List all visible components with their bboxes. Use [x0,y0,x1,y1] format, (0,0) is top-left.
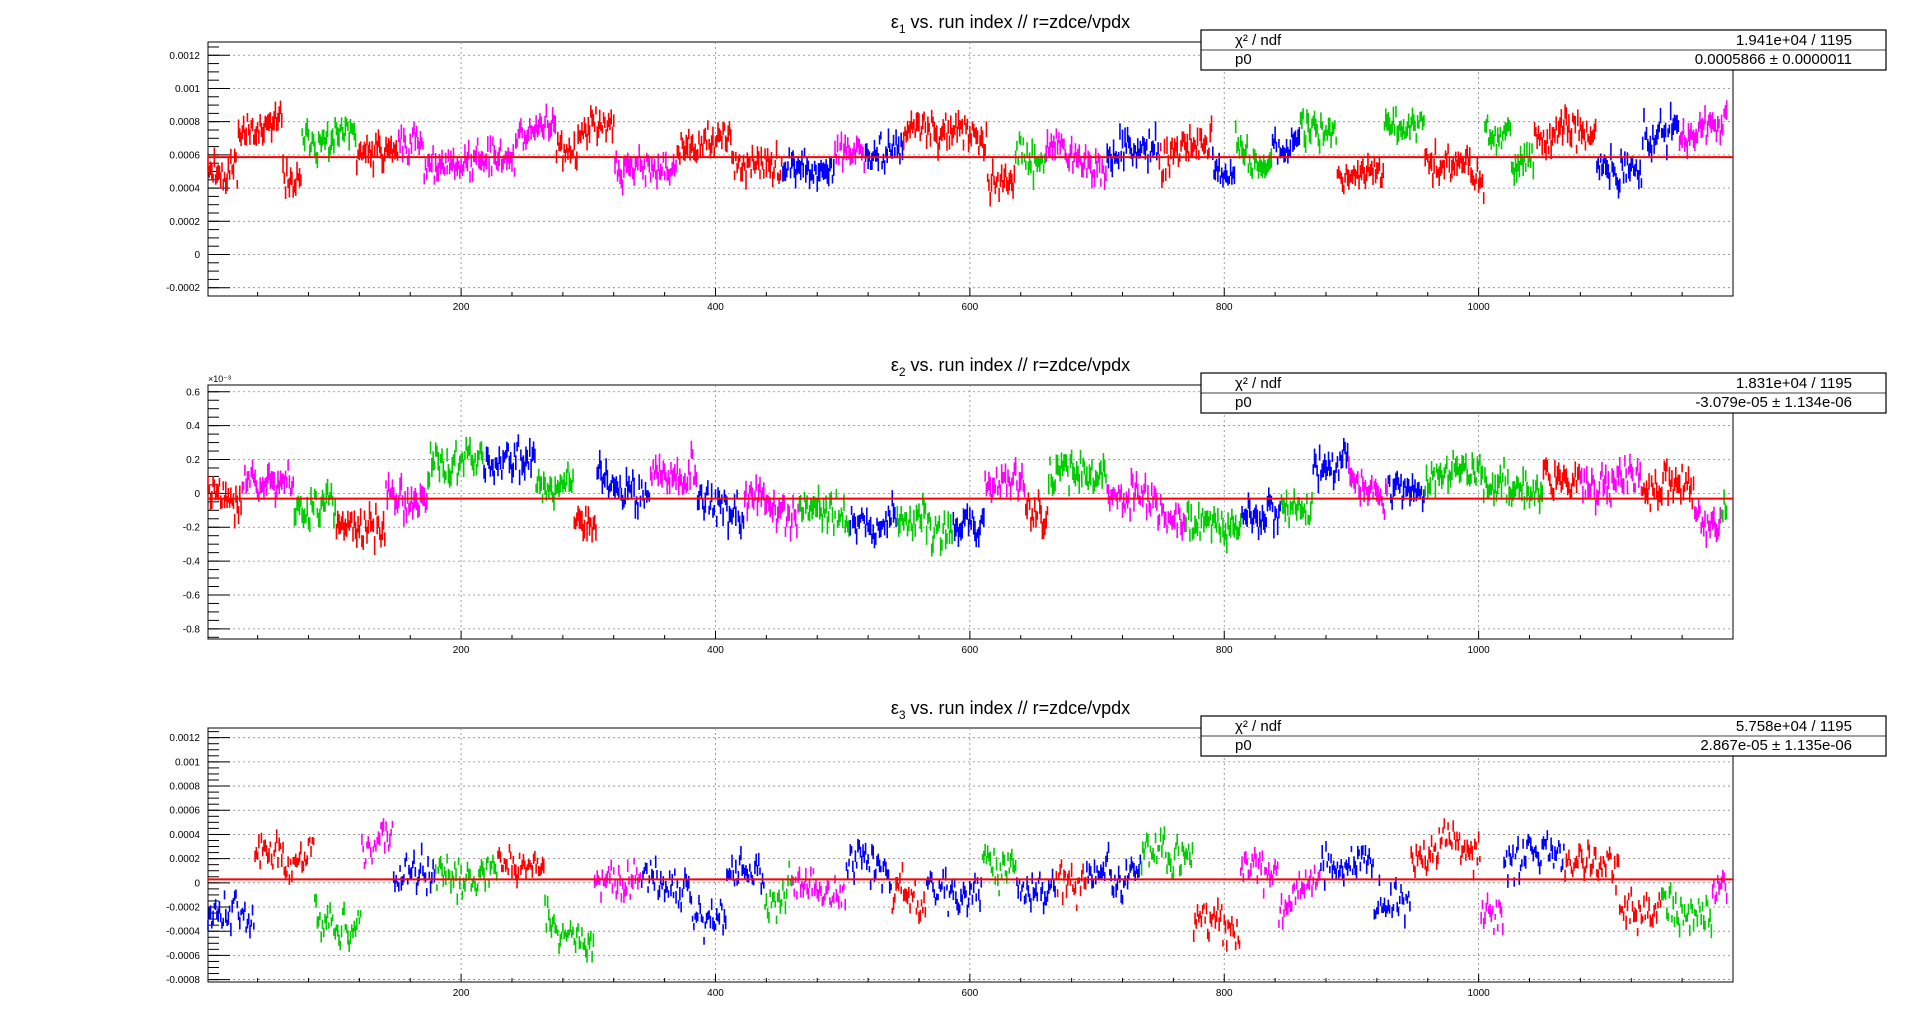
x-tick-label: 200 [453,302,470,313]
x-tick-label: 1000 [1467,302,1490,313]
x-tick-label: 600 [962,302,979,313]
data-points [207,434,1728,557]
y-tick-label: -0.0002 [166,283,200,294]
x-tick-label: 1000 [1467,988,1490,999]
y-tick-label: -0.0008 [166,975,200,986]
stats-value: 0.0005866 ± 0.0000011 [1695,51,1852,68]
y-tick-label: 0.0008 [169,117,200,128]
x-tick-label: 800 [1216,302,1233,313]
panel-title: ε3 vs. run index // r=zdce/vpdx [891,698,1130,722]
y-tick-label: -0.0006 [166,951,200,962]
y-tick-label: 0.0002 [169,217,200,228]
y-tick-label: 0.0004 [169,184,200,195]
x-tick-label: 600 [962,645,979,656]
stats-value: 1.831e+04 / 1195 [1736,375,1852,392]
stats-label: χ² / ndf [1235,32,1282,49]
y-tick-label: 0.0012 [169,733,200,744]
y-tick-label: -0.0004 [166,927,200,938]
stats-label: χ² / ndf [1235,375,1282,392]
stats-label: χ² / ndf [1235,718,1282,735]
stats-value: -3.079e-05 ± 1.134e-06 [1695,394,1852,411]
stats-label: p0 [1235,394,1252,411]
panel-2: -0.8 -0.6 -0.4 -0.2 0 0.2 0.4 0.6 ×10⁻³ 200 400 600… [183,355,1887,656]
y-tick-label: 0.0002 [169,854,200,865]
stats-label: p0 [1235,737,1252,754]
y-tick-label: 0.0008 [169,782,200,793]
y-tick-label: 0.001 [175,84,200,95]
y-tick-label: 0.0004 [169,830,200,841]
stats-value: 2.867e-05 ± 1.135e-06 [1700,737,1852,754]
y-tick-label: 0.6 [186,387,200,398]
stats-box: χ² / ndf 5.758e+04 / 1195 p0 2.867e-05 ± 1.… [1200,715,1887,757]
data-points [207,818,1728,963]
y-tick-label: 0.0006 [169,806,200,817]
stats-box: χ² / ndf 1.941e+04 / 1195 p0 0.0005866 ± 0.… [1200,29,1887,71]
y-tick-label: 0.4 [186,421,200,432]
y-tick-label: -0.8 [183,624,201,635]
y-tick-label: 0.0012 [169,51,200,62]
x-tick-label: 200 [453,645,470,656]
y-tick-label: 0.2 [186,455,200,466]
stats-label: p0 [1235,51,1252,68]
y-tick-label: -0.4 [183,557,201,568]
stats-value: 1.941e+04 / 1195 [1736,32,1852,49]
y-tick-label: -0.6 [183,590,201,601]
y-tick-label: 0 [194,489,200,500]
y-tick-label: 0 [194,878,200,889]
x-tick-label: 800 [1216,645,1233,656]
y-tick-label: -0.2 [183,523,201,534]
y-tick-label: 0.0006 [169,150,200,161]
panel-title: ε2 vs. run index // r=zdce/vpdx [891,355,1130,379]
y-tick-label: 0.001 [175,757,200,768]
x-tick-label: 800 [1216,988,1233,999]
panel-3: -0.0008 -0.0006 -0.0004 -0.0002 0 0.0002 0.000… [166,698,1887,999]
x-tick-label: 400 [707,645,724,656]
x-tick-label: 1000 [1467,645,1490,656]
panel-1: -0.0002 0 0.0002 0.0004 0.0006 0.0008 0.001 0.0… [166,12,1887,313]
panel-title: ε1 vs. run index // r=zdce/vpdx [891,12,1130,36]
x-tick-label: 400 [707,988,724,999]
stats-box: χ² / ndf 1.831e+04 / 1195 p0 -3.079e-05 ± 1… [1200,372,1887,414]
y-tick-label: 0 [194,250,200,261]
stats-value: 5.758e+04 / 1195 [1736,718,1852,735]
x-tick-label: 400 [707,302,724,313]
x-tick-label: 600 [962,988,979,999]
x-tick-label: 200 [453,988,470,999]
y-tick-label: -0.0002 [166,903,200,914]
plot-frame [207,727,1734,983]
y-exponent-label: ×10⁻³ [208,374,231,384]
